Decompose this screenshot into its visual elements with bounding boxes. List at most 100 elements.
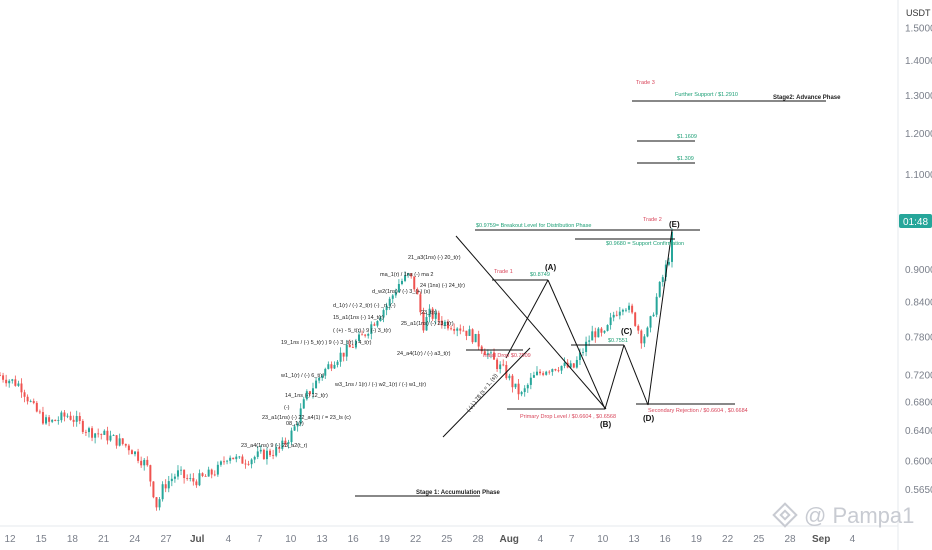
candle-body	[394, 292, 397, 296]
candle-body	[302, 399, 305, 409]
candle-body	[275, 447, 278, 456]
candle-body	[11, 379, 14, 381]
candle-body	[284, 440, 287, 444]
candle-body	[624, 309, 627, 311]
candle-body	[600, 328, 603, 333]
candle-body	[560, 365, 563, 371]
x-tick-label: 4	[226, 534, 232, 545]
candle-body	[115, 435, 118, 446]
candle-body	[173, 476, 176, 479]
price-c-label: $0.7551	[608, 338, 628, 344]
x-tick-label: 16	[660, 534, 672, 545]
candle-body	[103, 430, 106, 435]
x-tick-label: 19	[691, 534, 703, 545]
candle-body	[195, 481, 198, 486]
primary-drop-label: Primary Drop Level / $0.6604 , $0.6568	[520, 414, 616, 420]
candle-body	[124, 443, 127, 446]
wave-c-label: (C)	[621, 327, 632, 336]
wave-diag-a	[505, 279, 549, 359]
candle-body	[112, 435, 115, 437]
candle-body	[232, 457, 235, 460]
stage1-label: Stage 1: Accumulation Phase	[416, 490, 500, 496]
wave-label-17: 23_a4(1ns) 9 (-) 23_a2(t_r)	[241, 443, 308, 449]
x-tick-label: 4	[538, 534, 544, 545]
wave-b-c	[604, 344, 625, 410]
x-tick-label: 10	[285, 534, 297, 545]
candle-body	[0, 375, 1, 377]
candle-body	[609, 317, 612, 326]
candle-body	[140, 460, 143, 466]
candle-body	[407, 273, 410, 276]
candle-body	[594, 331, 597, 338]
wave-line-1	[455, 235, 607, 410]
candle-body	[149, 465, 152, 482]
candle-body	[69, 415, 72, 420]
candle-body	[223, 461, 225, 463]
candle-body	[529, 377, 532, 385]
candle-body	[493, 352, 496, 360]
x-tick-label: 16	[348, 534, 360, 545]
wave-label-9: 23_t(r)	[421, 310, 437, 316]
x-tick-label: 28	[784, 534, 796, 545]
wave-label-15: 23_a1(1ns) (-) 22_a4(1) / = 23_ls (c)	[262, 415, 351, 421]
x-tick-label: 18	[67, 534, 79, 545]
candle-body	[628, 305, 631, 310]
candle-body	[557, 370, 560, 372]
candle-body	[631, 305, 634, 313]
candle-body	[664, 264, 667, 278]
candle-body	[615, 314, 618, 316]
candle-body	[213, 474, 216, 476]
candle-body	[118, 438, 121, 446]
candle-body	[416, 289, 419, 295]
candle-body	[453, 329, 456, 331]
wave-line-2	[442, 347, 531, 438]
candle-body	[523, 388, 526, 393]
candle-body	[146, 459, 149, 466]
candle-body	[60, 412, 63, 421]
candle-body	[582, 351, 585, 353]
candle-body	[385, 305, 388, 311]
candle-body	[269, 450, 272, 456]
candle-body	[250, 459, 253, 465]
x-tick-label: 27	[160, 534, 172, 545]
candle-body	[652, 314, 655, 317]
candle-body	[299, 408, 302, 424]
candle-body	[5, 379, 8, 384]
candle-body	[235, 456, 238, 460]
wave-label-3: d_w2(1ns) / (-) 3_(+) (s)	[372, 289, 430, 295]
price-a-label: $0.8749	[530, 272, 550, 278]
x-tick-label: 22	[410, 534, 422, 545]
wave-label-4: 24 (1ns) (-) 24_t(r)	[420, 283, 465, 289]
watermark: @ Pampa1	[772, 502, 914, 528]
candle-body	[637, 325, 640, 331]
candle-body	[130, 450, 133, 455]
candle-body	[397, 283, 400, 293]
wave-label-7: ( (+) - 5_t(r) ) 9 (-) 3_t(r)	[333, 328, 391, 334]
candle-body	[330, 364, 333, 369]
candle-body	[643, 336, 646, 344]
wave-b-label: (B)	[600, 420, 611, 429]
wave-label-14: 14_1ns (-) 12_t(r)	[285, 393, 328, 399]
candle-body	[247, 463, 250, 465]
candle-body	[388, 298, 391, 306]
candle-body	[176, 470, 179, 477]
candle-body	[437, 312, 440, 321]
candle-body	[539, 371, 542, 374]
x-tick-label: 7	[569, 534, 575, 545]
candle-body	[256, 451, 259, 457]
currency-label: USDT	[906, 8, 931, 18]
candle-body	[471, 329, 474, 343]
candle-body	[640, 330, 643, 344]
candle-body	[324, 368, 327, 376]
candle-body	[29, 401, 32, 402]
candle-body	[66, 415, 69, 417]
candle-body	[376, 321, 379, 326]
candle-body	[2, 375, 5, 380]
candle-body	[161, 484, 164, 500]
candle-body	[443, 321, 446, 326]
x-tick-label: Sep	[812, 534, 830, 545]
candle-body	[20, 383, 23, 393]
